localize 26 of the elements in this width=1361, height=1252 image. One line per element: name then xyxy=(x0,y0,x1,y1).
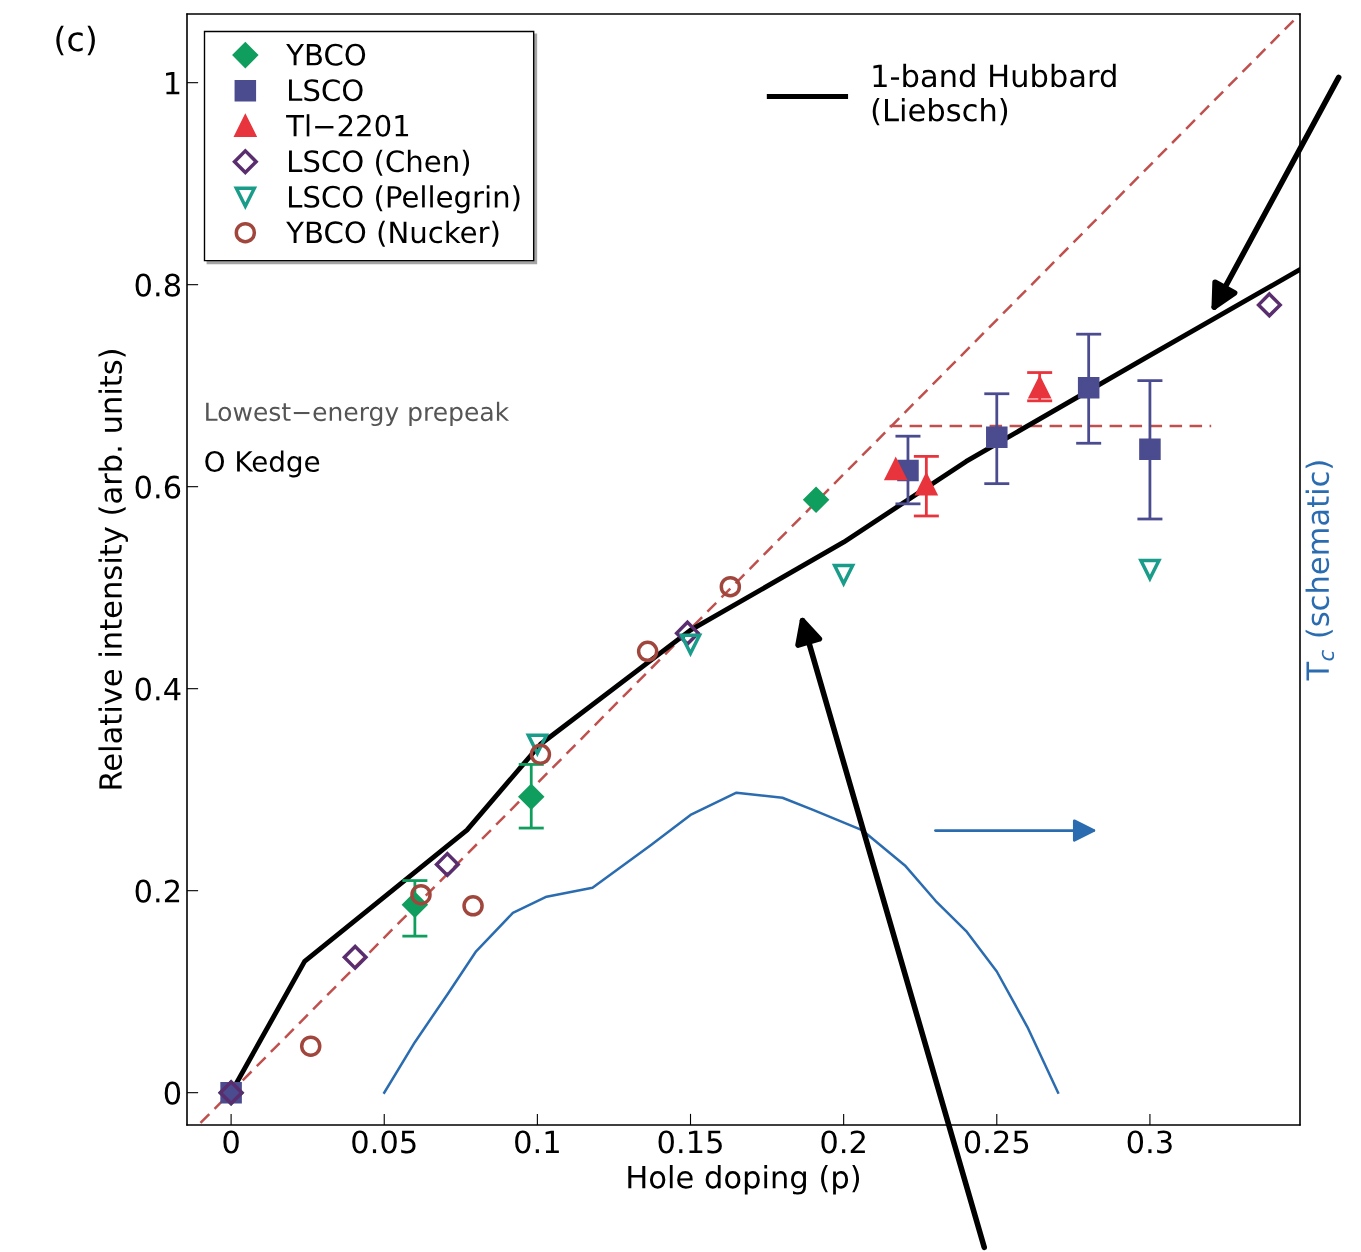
y-axis-title: Relative intensity (arb. units) xyxy=(98,350,128,789)
annotation: O Kedge xyxy=(205,450,320,478)
y-tick-label: 0.6 xyxy=(135,475,181,499)
legend-label: LSCO (Pellegrin) xyxy=(289,185,520,214)
y-tick-label: 1 xyxy=(166,72,180,95)
y-tick-label: 0.2 xyxy=(135,879,180,903)
y2-axis-title: T$_{c}$ (schematic) xyxy=(1305,461,1335,681)
legend-label: 1-band Hubbard (Liebsch) xyxy=(872,63,1116,126)
x-tick-label: 0.2 xyxy=(821,1130,865,1154)
legend-label: YBCO xyxy=(286,43,366,66)
x-tick-label: 0.05 xyxy=(352,1130,416,1154)
legend-label: LSCO (Chen) xyxy=(289,149,470,176)
x-axis-title: Hole doping (p) xyxy=(628,1164,860,1195)
x-tick-label: 0 xyxy=(223,1130,239,1154)
y-tick-label: 0.4 xyxy=(135,677,181,701)
x-tick-label: 0.15 xyxy=(658,1130,722,1154)
y-tick-label: 0 xyxy=(164,1081,181,1105)
x-tick-label: 0.25 xyxy=(964,1130,1029,1154)
legend-label: LSCO xyxy=(289,79,363,102)
y-tick-label: 0.8 xyxy=(135,273,181,297)
annotation: Lowest−energy prepeak xyxy=(206,401,510,427)
text: (c) xyxy=(56,25,95,56)
legend-label: Tl−2201 xyxy=(286,114,409,137)
legend-label: YBCO (Nucker) xyxy=(286,220,499,247)
x-tick-label: 0.1 xyxy=(515,1130,559,1154)
x-tick-label: 0.3 xyxy=(1127,1130,1172,1154)
